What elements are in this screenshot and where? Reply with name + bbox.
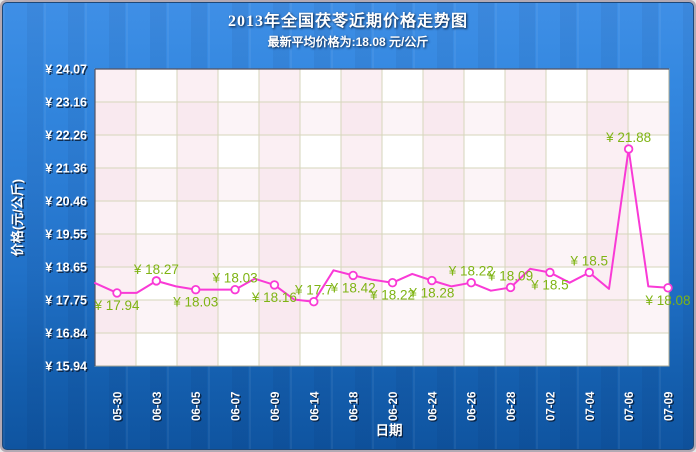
vertical-band: [95, 69, 136, 366]
data-point-label: ¥ 21.88: [605, 130, 651, 145]
page-subtitle: 最新平均价格为:18.08 元/公斤: [267, 35, 429, 49]
svg-text:06-18: 06-18: [350, 392, 362, 422]
svg-text:06-07: 06-07: [232, 393, 244, 422]
svg-text:¥ 22.26: ¥ 22.26: [47, 130, 89, 144]
data-point-label: ¥ 18.27: [133, 262, 179, 277]
svg-text:¥ 21.36: ¥ 21.36: [45, 162, 87, 176]
svg-text:¥ 19.55: ¥ 19.55: [45, 228, 87, 242]
svg-text:¥ 21.36: ¥ 21.36: [47, 163, 89, 177]
svg-text:06-18: 06-18: [349, 391, 361, 421]
data-point-marker: [191, 284, 201, 295]
svg-text:¥ 18.65: ¥ 18.65: [45, 261, 87, 275]
data-point-marker: [151, 276, 162, 286]
svg-text:¥ 24.07: ¥ 24.07: [45, 63, 87, 77]
svg-text:06-09: 06-09: [271, 393, 283, 422]
svg-text:07-02: 07-02: [547, 393, 559, 422]
svg-text:06-24: 06-24: [427, 391, 439, 421]
svg-text:价格(元/公斤): 价格(元/公斤): [10, 179, 25, 256]
svg-text:¥ 23.16: ¥ 23.16: [45, 96, 87, 110]
svg-text:06-14: 06-14: [311, 392, 323, 422]
data-point-label: ¥ 17.94: [93, 298, 140, 313]
data-point-marker: [269, 280, 280, 290]
svg-text:¥ 19.55: ¥ 19.55: [47, 229, 89, 243]
svg-text:05-30: 05-30: [114, 393, 126, 422]
data-point-label: ¥ 18.22: [369, 288, 415, 303]
svg-text:05-30: 05-30: [113, 392, 125, 421]
vertical-band: [587, 69, 628, 366]
svg-text:07-02: 07-02: [545, 392, 557, 421]
svg-text:06-05: 06-05: [193, 392, 205, 422]
svg-text:¥ 17.75: ¥ 17.75: [45, 294, 87, 308]
data-point-marker: [466, 278, 476, 288]
svg-text:06-07: 06-07: [231, 392, 243, 421]
svg-text:¥ 22.26: ¥ 22.26: [45, 129, 87, 143]
data-point-label: ¥ 18.03: [172, 295, 218, 310]
data-point-marker: [427, 275, 437, 286]
svg-text:¥ 16.84: ¥ 16.84: [47, 328, 89, 342]
svg-text:06-28: 06-28: [507, 392, 519, 422]
data-point-label: ¥ 18.5: [530, 277, 569, 292]
svg-text:06-09: 06-09: [270, 392, 282, 421]
data-point-marker: [387, 278, 398, 288]
svg-text:07-04: 07-04: [585, 391, 597, 421]
data-point-marker: [505, 282, 516, 293]
data-point-label: ¥ 17.7: [294, 283, 333, 298]
svg-text:06-14: 06-14: [309, 391, 321, 421]
svg-text:06-24: 06-24: [429, 392, 441, 422]
svg-text:¥ 18.65: ¥ 18.65: [47, 262, 89, 276]
svg-text:¥ 20.46: ¥ 20.46: [45, 195, 87, 209]
vertical-band: [177, 69, 218, 366]
svg-text:06-03: 06-03: [152, 392, 164, 421]
data-point-marker: [623, 144, 634, 154]
data-point-marker: [348, 270, 358, 281]
data-point-label: ¥ 18.08: [644, 293, 690, 308]
vertical-band: [341, 69, 382, 366]
svg-text:06-26: 06-26: [467, 392, 479, 421]
svg-text:¥ 24.07: ¥ 24.07: [47, 64, 89, 78]
data-point-marker: [230, 284, 240, 295]
data-point-marker: [545, 267, 555, 278]
svg-text:日期: 日期: [377, 424, 404, 439]
data-point-label: ¥ 18.09: [487, 268, 533, 283]
svg-text:06-28: 06-28: [506, 391, 518, 421]
data-point-label: ¥ 18.5: [570, 253, 609, 268]
svg-text:¥ 17.75: ¥ 17.75: [47, 295, 89, 309]
svg-text:¥ 20.46: ¥ 20.46: [47, 196, 89, 210]
vertical-band: [423, 69, 464, 366]
data-point-label: ¥ 18.42: [330, 280, 376, 295]
data-point-marker: [112, 288, 122, 298]
data-point-label: ¥ 18.16: [251, 290, 297, 305]
data-point-label: ¥ 18.22: [448, 264, 494, 279]
svg-text:¥ 23.16: ¥ 23.16: [47, 97, 89, 111]
svg-text:价格(元/公斤): 价格(元/公斤): [11, 180, 26, 257]
svg-text:¥ 16.84: ¥ 16.84: [45, 327, 87, 341]
data-point-marker: [663, 283, 673, 293]
svg-text:06-05: 06-05: [191, 391, 203, 421]
data-point-label: ¥ 18.03: [212, 271, 258, 286]
svg-text:07-06: 07-06: [624, 392, 636, 421]
data-point-marker: [309, 297, 319, 307]
svg-text:06-20: 06-20: [388, 392, 400, 421]
svg-text:¥ 15.94: ¥ 15.94: [45, 360, 87, 374]
data-point-marker: [584, 267, 594, 278]
svg-text:日期: 日期: [376, 423, 403, 438]
svg-text:07-04: 07-04: [586, 392, 598, 422]
svg-text:06-03: 06-03: [153, 393, 165, 422]
svg-text:07-09: 07-09: [663, 392, 675, 421]
vertical-band: [259, 69, 300, 366]
vertical-band: [505, 69, 546, 366]
svg-text:07-06: 07-06: [625, 393, 637, 422]
svg-text:06-26: 06-26: [468, 393, 480, 422]
svg-text:¥ 15.94: ¥ 15.94: [47, 361, 89, 375]
data-point-label: ¥ 18.28: [408, 286, 454, 301]
svg-text:07-09: 07-09: [665, 393, 677, 422]
page-title: 2013年全国茯苓近期价格走势图: [227, 13, 468, 30]
svg-text:06-20: 06-20: [389, 393, 401, 422]
